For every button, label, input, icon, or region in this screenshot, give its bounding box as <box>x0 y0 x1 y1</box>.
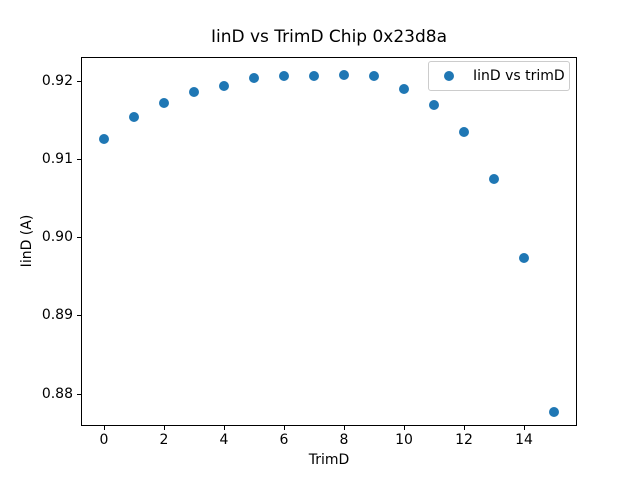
plot-area <box>81 57 577 426</box>
x-tick-label: 4 <box>219 432 229 448</box>
scatter-point <box>279 70 290 81</box>
scatter-point <box>398 83 409 94</box>
y-tick-label: 0.88 <box>41 386 73 402</box>
scatter-point <box>428 99 439 110</box>
scatter-point <box>338 70 349 81</box>
chart-title: IinD vs TrimD Chip 0x23d8a <box>210 27 448 47</box>
y-tick-mark <box>77 394 81 395</box>
legend-label: IinD vs trimD <box>473 68 565 84</box>
y-tick-label: 0.92 <box>41 73 73 89</box>
x-tick-mark <box>164 426 165 430</box>
scatter-point <box>159 97 170 108</box>
scatter-point <box>249 73 260 84</box>
scatter-point <box>458 126 469 137</box>
scatter-point <box>99 134 110 145</box>
legend-marker-icon <box>444 71 454 81</box>
x-tick-mark <box>344 426 345 430</box>
y-tick-mark <box>77 159 81 160</box>
scatter-point <box>518 253 529 264</box>
scatter-point <box>309 70 320 81</box>
x-tick-label: 12 <box>455 432 473 448</box>
scatter-point <box>129 111 140 122</box>
y-tick-label: 0.90 <box>41 229 73 245</box>
scatter-point <box>219 81 230 92</box>
x-tick-mark <box>524 426 525 430</box>
x-tick-mark <box>464 426 465 430</box>
scatter-point <box>488 174 499 185</box>
legend: IinD vs trimD <box>428 61 570 91</box>
y-tick-mark <box>77 81 81 82</box>
x-tick-label: 8 <box>339 432 349 448</box>
y-tick-label: 0.89 <box>41 307 73 323</box>
x-tick-mark <box>404 426 405 430</box>
x-tick-mark <box>284 426 285 430</box>
y-tick-label: 0.91 <box>41 151 73 167</box>
scatter-point <box>368 70 379 81</box>
scatter-point <box>548 406 559 417</box>
y-tick-mark <box>77 237 81 238</box>
x-axis-label: TrimD <box>308 452 350 468</box>
x-tick-label: 6 <box>279 432 289 448</box>
scatter-point <box>189 87 200 98</box>
x-tick-mark <box>224 426 225 430</box>
x-tick-label: 14 <box>515 432 533 448</box>
y-tick-mark <box>77 315 81 316</box>
x-tick-label: 2 <box>159 432 169 448</box>
x-tick-label: 10 <box>395 432 413 448</box>
x-tick-label: 0 <box>99 432 109 448</box>
x-tick-mark <box>104 426 105 430</box>
